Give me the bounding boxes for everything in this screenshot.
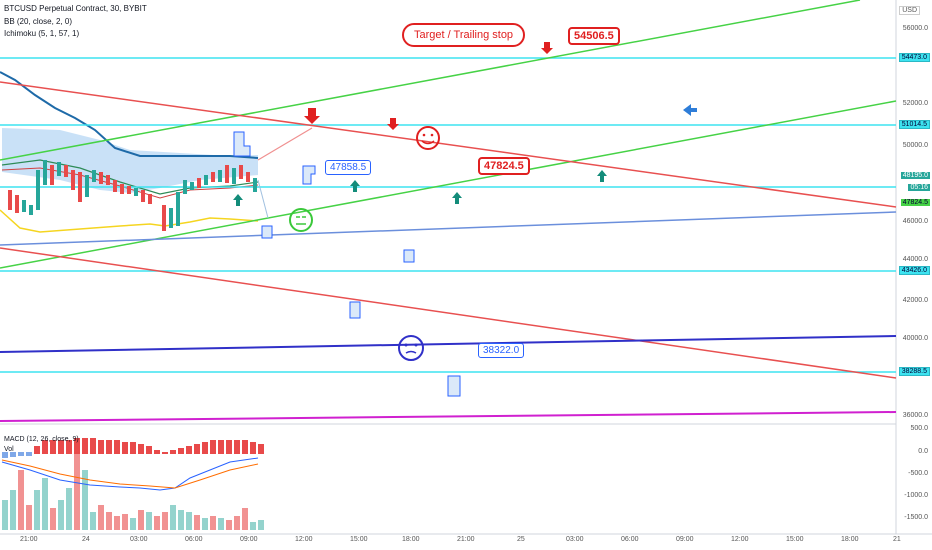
neutral-face-icon [289,208,313,232]
price-scale-label: 40000.0 [902,335,928,342]
mid-price-callout[interactable]: 47824.5 [478,157,530,175]
time-label: 09:00 [676,536,694,543]
red-down-arrow-icon [387,118,399,130]
lower-red-trendline [0,247,897,379]
time-label: 21:00 [457,536,475,543]
time-label: 12:00 [731,536,749,543]
bb-legend[interactable]: BB (20, close, 2, 0) [4,17,73,26]
teal-up-arrow-icon [350,180,360,192]
projection-line-down [257,179,269,219]
macd-scale-label: -1500.0 [904,514,928,521]
currency-label[interactable]: USD [899,6,920,15]
current-price-tag: 48195.0 [900,172,930,179]
symbol-legend[interactable]: BTCUSD Perpetual Contract, 30, BYBIT [4,4,147,13]
arrow-markers [233,42,697,206]
pointing-hand-icon [349,301,361,319]
time-label: 15:00 [350,536,368,543]
time-label: 25 [517,536,525,543]
macd-scale-label: -1000.0 [904,492,928,499]
smile-face-icon [416,126,440,150]
pointing-hand-icon [261,225,273,239]
target-price-callout[interactable]: 54506.5 [568,27,620,45]
price-scale-label: 42000.0 [902,297,928,304]
level-tag-38288: 38288.5 [898,367,930,376]
price-scale-label: 50000.0 [902,142,928,149]
left-price-callout[interactable]: 47858.5 [325,160,372,175]
vol-legend[interactable]: Vol [4,446,14,453]
volume-bars [2,452,264,530]
confused-face-icon [398,335,424,361]
ichimoku-legend[interactable]: Ichimoku (5, 1, 57, 1) [4,29,80,38]
low-price-callout[interactable]: 38322.0 [478,343,525,358]
macd-scale-label: 0.0 [918,448,928,455]
macd-line [1,457,259,491]
macd-histogram [2,438,264,458]
navy-trendline [0,335,897,353]
magenta-trendline [0,411,897,422]
pointing-hand-icon [447,375,461,397]
level-tag-43426: 43426.0 [898,266,930,275]
macd-scale-label: -500.0 [908,470,928,477]
countdown-tag: 05:16 [908,184,930,191]
signal-line [1,459,259,489]
time-label: 18:00 [841,536,859,543]
target-trailing-stop-bubble[interactable]: Target / Trailing stop [402,23,526,47]
time-label: 03:00 [130,536,148,543]
upper-green-trendline [0,0,861,161]
projection-line [257,127,313,161]
price-scale-label: 52000.0 [902,100,928,107]
macd-legend[interactable]: MACD (12, 26, close, 9) [4,436,79,443]
level-tag-51014: 51014.5 [898,120,930,129]
time-label: 12:00 [295,536,313,543]
time-label: 21 [893,536,901,543]
red-down-arrow-icon [541,42,553,54]
pointing-hand-icon [233,131,251,157]
time-label: 06:00 [185,536,203,543]
bb-lower-band [0,209,259,233]
time-label: 21:00 [20,536,38,543]
time-label: 06:00 [621,536,639,543]
candles [8,160,257,231]
time-label: 15:00 [786,536,804,543]
price-scale-label: 36000.0 [902,412,928,419]
pointing-hand-icon [302,165,316,185]
red-down-arrow-icon [304,108,320,124]
time-label: 03:00 [566,536,584,543]
teal-up-arrow-icon [452,192,462,204]
price-scale-label: 46000.0 [902,218,928,225]
teal-up-arrow-icon [233,194,243,206]
time-label: 09:00 [240,536,258,543]
pointing-hand-icon [403,249,415,263]
green-line-price-tag: 47824.5 [900,199,930,206]
level-tag-54473: 54473.0 [898,53,930,62]
teal-up-arrow-icon [597,170,607,182]
kijun-line [0,71,259,159]
time-label: 24 [82,536,90,543]
blue-left-arrow-icon [683,104,697,116]
time-label: 18:00 [402,536,420,543]
price-scale-label: 56000.0 [902,25,928,32]
upper-red-trendline [0,81,897,208]
blue-trendline [0,211,897,246]
price-scale-label: 44000.0 [902,256,928,263]
macd-scale-label: 500.0 [910,425,928,432]
